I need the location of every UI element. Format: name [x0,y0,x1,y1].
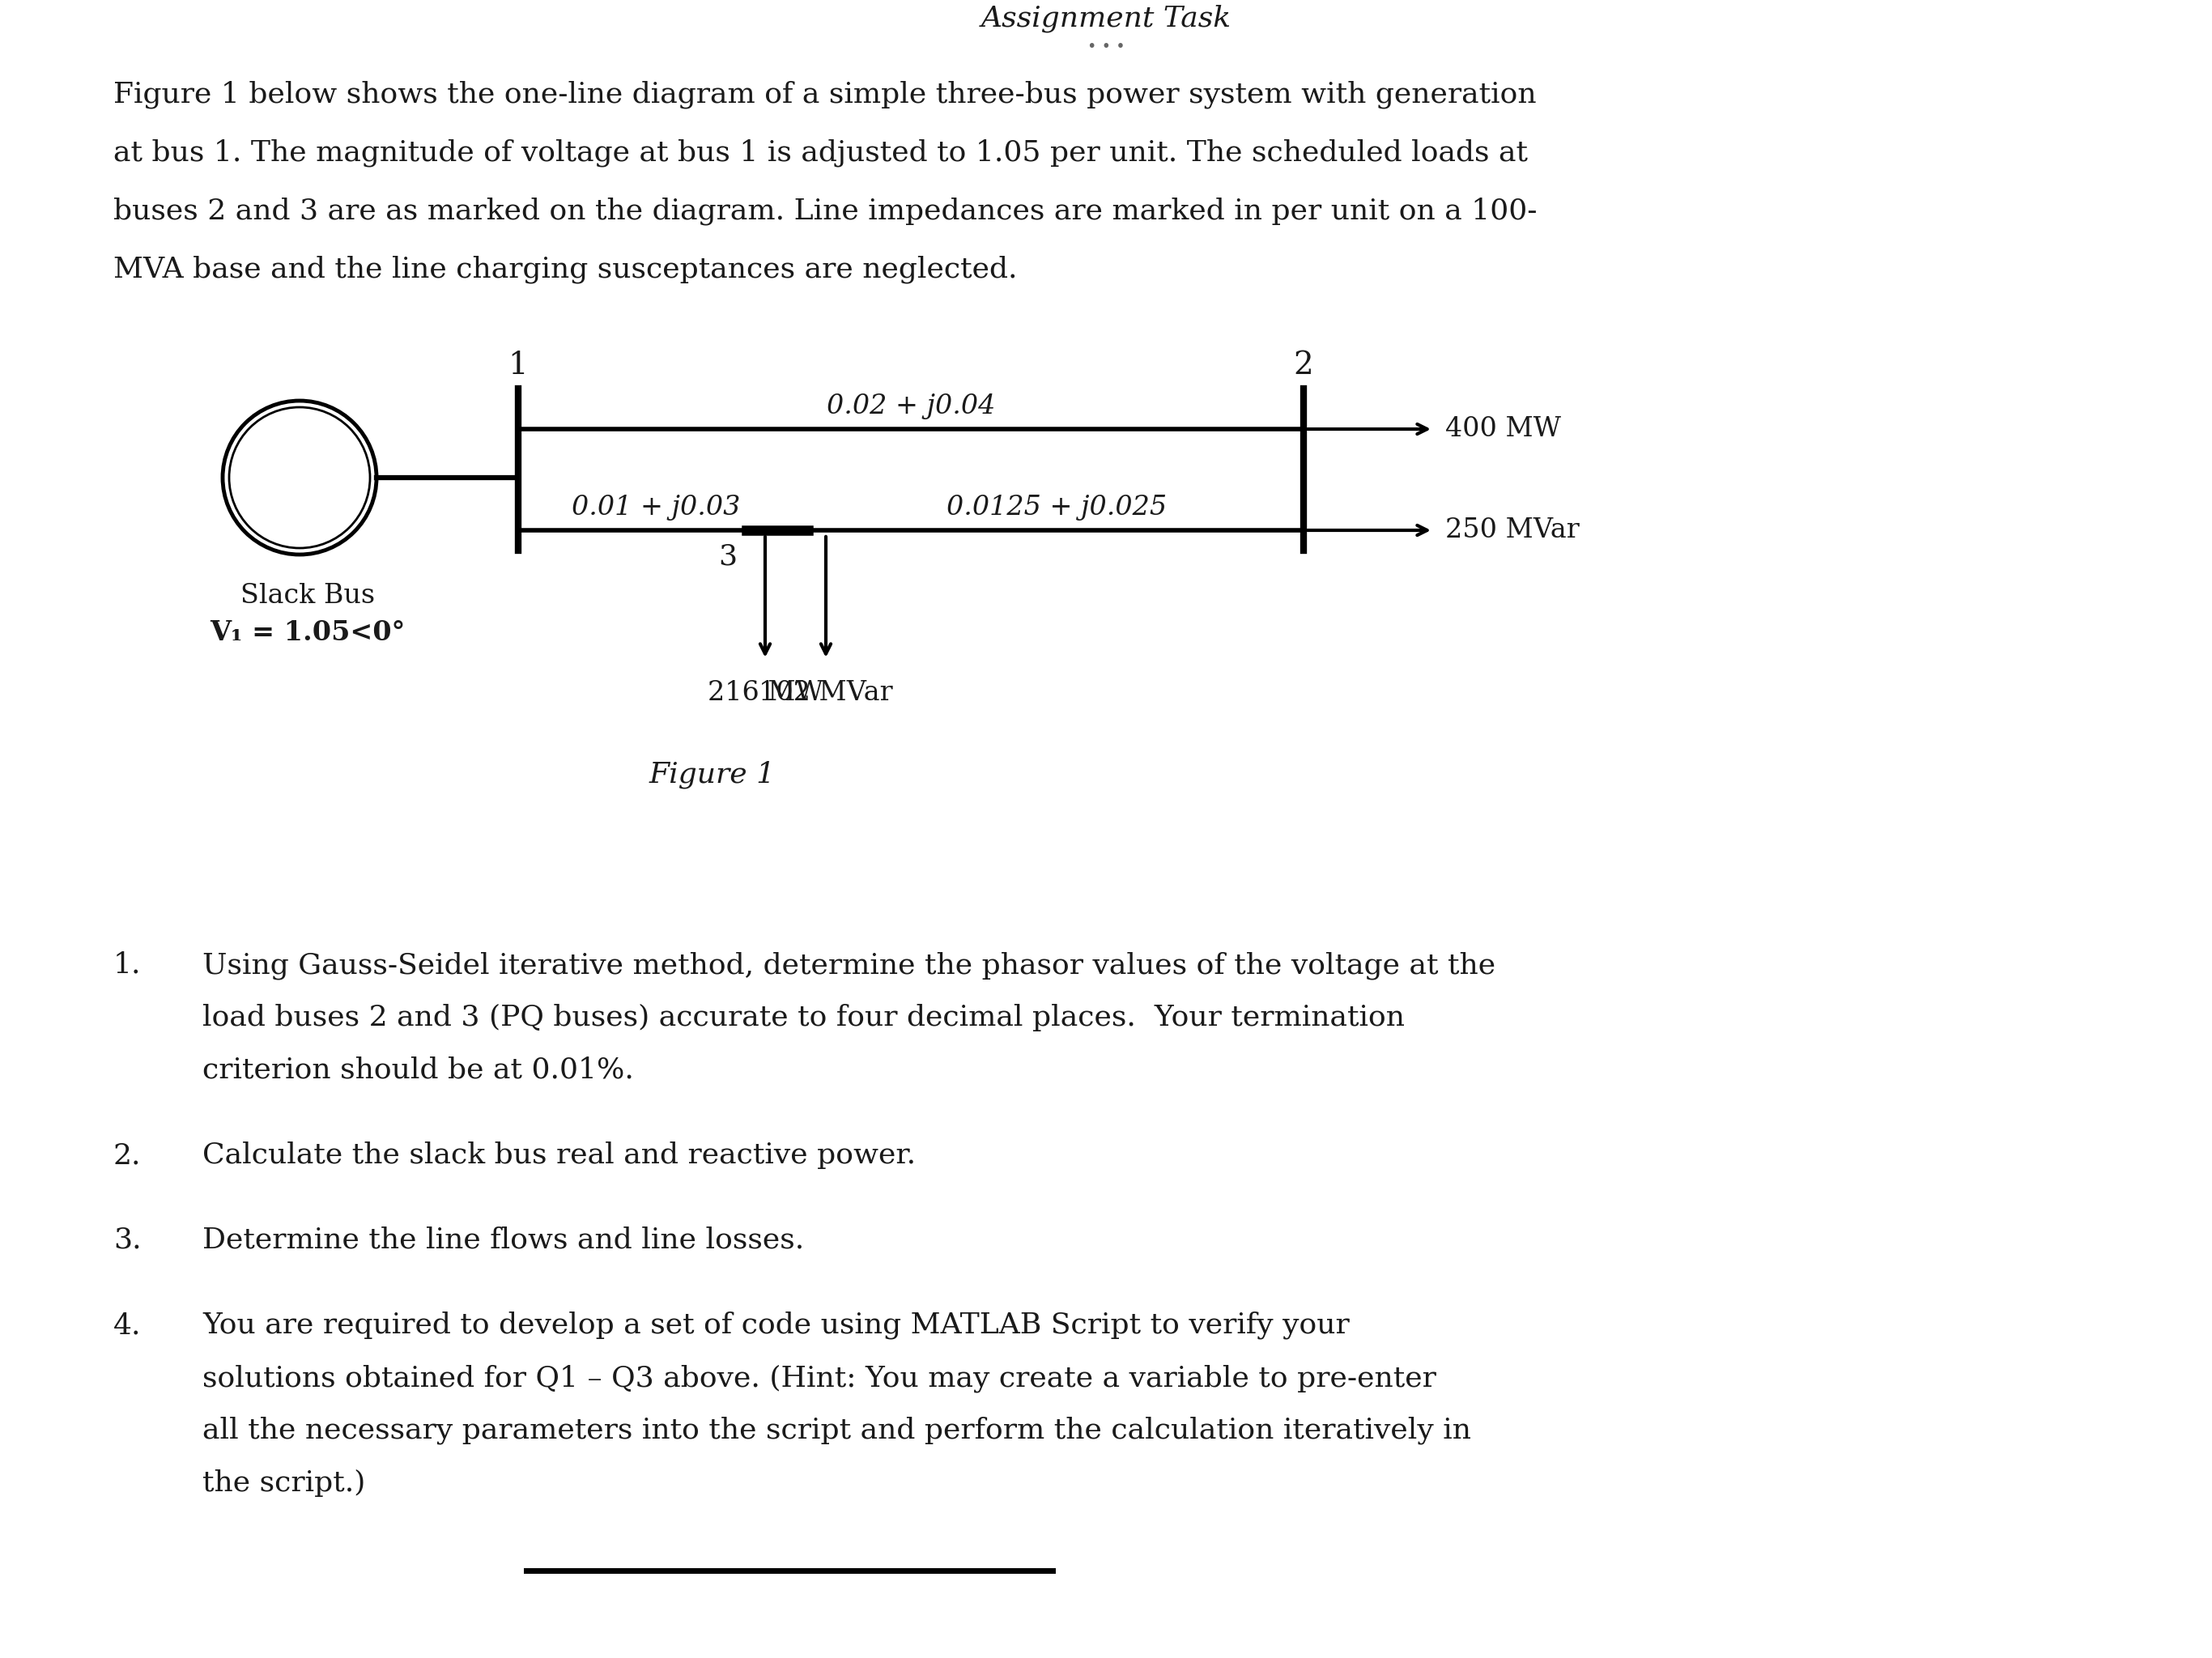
Text: 250 MVar: 250 MVar [1444,517,1579,544]
Text: • • •: • • • [1086,38,1126,55]
Text: solutions obtained for Q1 – Q3 above. (Hint: You may create a variable to pre-en: solutions obtained for Q1 – Q3 above. (H… [204,1365,1436,1393]
Text: all the necessary parameters into the script and perform the calculation iterati: all the necessary parameters into the sc… [204,1416,1471,1444]
Text: Figure 1 below shows the one-line diagram of a simple three-bus power system wit: Figure 1 below shows the one-line diagra… [113,81,1537,109]
Text: Determine the line flows and line losses.: Determine the line flows and line losses… [204,1227,805,1253]
Text: 3.: 3. [113,1227,142,1253]
Text: You are required to develop a set of code using MATLAB Script to verify your: You are required to develop a set of cod… [204,1311,1349,1340]
Text: at bus 1. The magnitude of voltage at bus 1 is adjusted to 1.05 per unit. The sc: at bus 1. The magnitude of voltage at bu… [113,139,1528,167]
Text: 2: 2 [1294,350,1314,380]
Text: 1: 1 [509,350,529,380]
Text: 216 MW: 216 MW [708,680,823,706]
Text: 0.0125 + j0.025: 0.0125 + j0.025 [947,494,1166,521]
Text: criterion should be at 0.01%.: criterion should be at 0.01%. [204,1056,635,1084]
Text: 400 MW: 400 MW [1444,416,1562,443]
Text: Figure 1: Figure 1 [650,761,776,789]
Text: V₁ = 1.05<0°: V₁ = 1.05<0° [210,620,405,647]
Text: Slack Bus: Slack Bus [241,584,374,608]
Text: Using Gauss-Seidel iterative method, determine the phasor values of the voltage : Using Gauss-Seidel iterative method, det… [204,952,1495,980]
Text: load buses 2 and 3 (PQ buses) accurate to four decimal places.  Your termination: load buses 2 and 3 (PQ buses) accurate t… [204,1003,1405,1031]
Text: 1.: 1. [113,952,142,978]
Text: 102 MVar: 102 MVar [759,680,894,706]
Text: 2.: 2. [113,1141,142,1169]
Text: 0.02 + j0.04: 0.02 + j0.04 [827,393,995,419]
Text: buses 2 and 3 are as marked on the diagram. Line impedances are marked in per un: buses 2 and 3 are as marked on the diagr… [113,197,1537,225]
Text: Assignment Task: Assignment Task [980,3,1232,32]
Text: Calculate the slack bus real and reactive power.: Calculate the slack bus real and reactiv… [204,1141,916,1169]
Text: 4.: 4. [113,1311,142,1340]
Text: the script.): the script.) [204,1469,365,1497]
Text: 0.01 + j0.03: 0.01 + j0.03 [571,494,741,521]
Text: 3: 3 [719,542,737,570]
Text: MVA base and the line charging susceptances are neglected.: MVA base and the line charging susceptan… [113,255,1018,284]
